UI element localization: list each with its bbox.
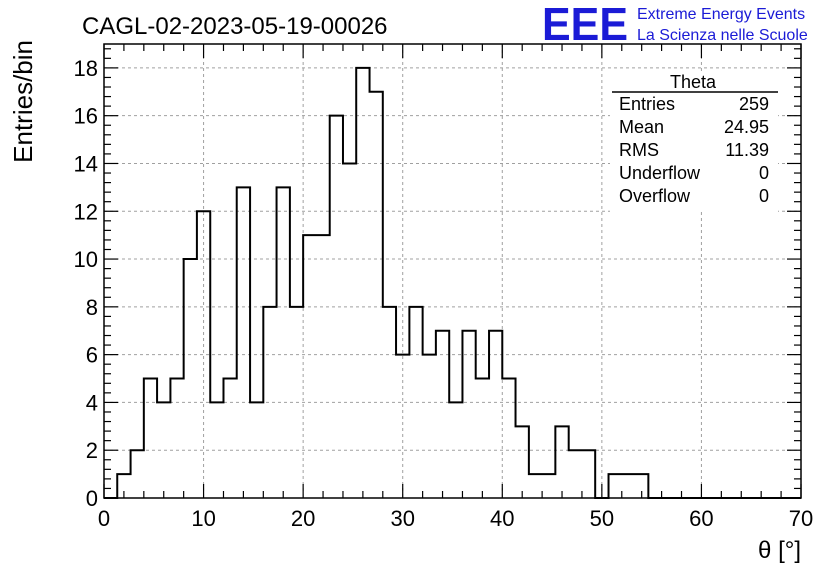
stats-row-label: Overflow [619, 186, 691, 206]
stats-row-label: Mean [619, 117, 664, 137]
y-axis-label: Entries/bin [8, 40, 38, 163]
plot-frame [103, 43, 802, 499]
run-title: CAGL-02-2023-05-19-00026 [82, 13, 388, 40]
y-tick-label: 18 [74, 56, 98, 81]
stats-row-value: 0 [759, 186, 769, 206]
x-tick-label: 40 [490, 506, 514, 531]
stats-title: Theta [670, 72, 717, 92]
x-tick-label: 30 [390, 506, 414, 531]
y-tick-label: 0 [86, 486, 98, 511]
x-tick-label: 60 [689, 506, 713, 531]
stats-row-label: Underflow [619, 163, 701, 183]
y-tick-label: 14 [74, 151, 98, 176]
logo-line-1: Extreme Energy Events [637, 6, 805, 23]
x-axis-ticks: 0 10 20 30 40 50 60 70 [98, 44, 813, 531]
y-tick-label: 16 [74, 104, 98, 129]
stats-box-background [610, 72, 778, 212]
histogram-outline [104, 66, 801, 499]
stats-row-value: 259 [739, 94, 769, 114]
x-tick-label: 70 [789, 506, 813, 531]
stats-row-value: 0 [759, 163, 769, 183]
x-tick-label: 50 [590, 506, 614, 531]
y-tick-label: 2 [86, 438, 98, 463]
y-tick-label: 8 [86, 295, 98, 320]
x-tick-label: 20 [291, 506, 315, 531]
stats-box: Theta Entries 259 Mean 24.95 RMS 11.39 Underfl… [610, 72, 778, 212]
y-tick-label: 6 [86, 343, 98, 368]
y-tick-label: 12 [74, 199, 98, 224]
x-tick-label: 10 [191, 506, 215, 531]
y-tick-label: 4 [86, 390, 98, 415]
stats-row-value: 11.39 [725, 140, 769, 160]
x-axis-label: θ [°] [758, 537, 801, 564]
x-tick-label: 0 [98, 506, 110, 531]
eee-logo-icon: EEE [542, 0, 628, 50]
stats-row-value: 24.95 [724, 117, 769, 137]
y-axis-ticks: 0 2 4 6 8 10 12 14 16 18 [74, 48, 801, 511]
y-tick-label: 10 [74, 247, 98, 272]
stats-row-label: Entries [619, 94, 675, 114]
logo-line-2: La Scienza nelle Scuole [637, 27, 808, 44]
stats-row-label: RMS [619, 140, 659, 160]
